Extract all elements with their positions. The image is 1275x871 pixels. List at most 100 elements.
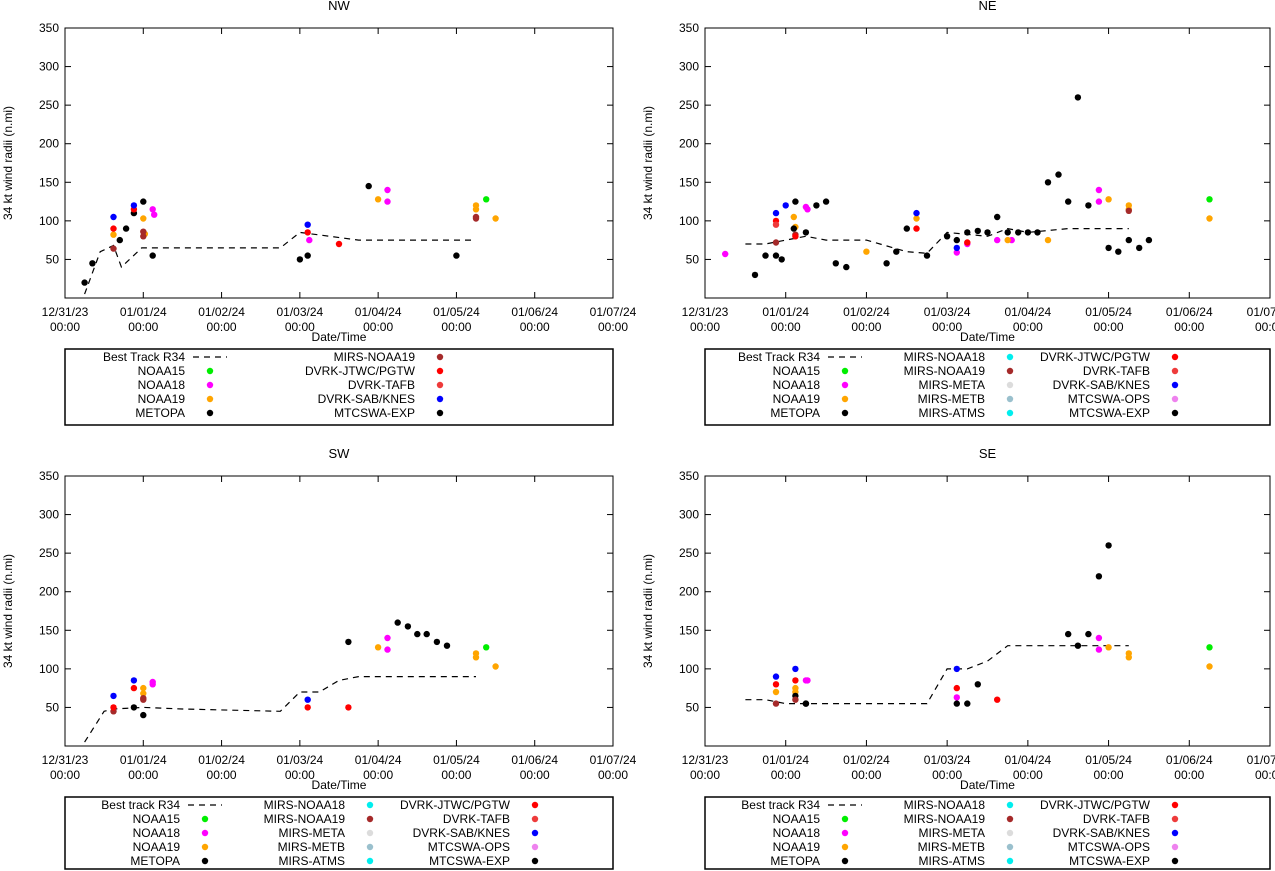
x-tick-time: 00:00 xyxy=(932,768,962,782)
legend-point-swatch xyxy=(201,843,209,851)
data-point xyxy=(472,206,480,213)
y-tick-label: 300 xyxy=(679,508,699,522)
y-tick-label: 250 xyxy=(679,98,699,112)
x-tick-time: 00:00 xyxy=(690,768,720,782)
legend-point-swatch xyxy=(366,857,374,865)
x-tick-date: 01/03/24 xyxy=(924,305,971,319)
series-noaa18 xyxy=(722,186,1103,258)
x-tick-date: 01/05/24 xyxy=(1085,753,1132,767)
legend-point-swatch xyxy=(436,381,444,389)
legend-label: NOAA19 xyxy=(138,392,186,406)
series-dvrk-sab-knes xyxy=(772,202,960,252)
series-mtcswa-exp xyxy=(116,236,124,244)
data-point xyxy=(1055,171,1062,178)
legend-point-swatch xyxy=(531,801,539,809)
x-tick-time: 00:00 xyxy=(207,768,237,782)
series-dvrk-tafb xyxy=(772,221,780,228)
data-point xyxy=(792,665,799,673)
y-axis-label: 34 kt wind radii (n.mi) xyxy=(641,106,655,220)
x-tick-date: 01/04/24 xyxy=(1004,753,1051,767)
best-track-line xyxy=(745,645,1129,705)
data-point xyxy=(1095,634,1103,642)
x-tick-time: 00:00 xyxy=(1255,320,1275,334)
data-point xyxy=(1206,663,1213,670)
data-point xyxy=(1034,229,1041,236)
data-point xyxy=(304,229,311,236)
data-point xyxy=(140,711,147,719)
data-point xyxy=(843,263,850,271)
legend-point-swatch xyxy=(1171,801,1179,809)
data-point xyxy=(110,213,117,221)
legend-point-swatch xyxy=(841,381,849,389)
series-metopa xyxy=(792,542,1112,707)
legend-label: MIRS-METB xyxy=(918,840,985,854)
x-tick-time: 00:00 xyxy=(1013,768,1043,782)
legend-point-swatch xyxy=(1171,829,1179,837)
data-point xyxy=(374,644,382,651)
y-tick-label: 150 xyxy=(679,623,699,637)
legend-label: DVRK-TAFB xyxy=(1083,364,1150,378)
best-track-line xyxy=(84,675,476,743)
legend-label: NOAA18 xyxy=(773,378,821,392)
x-tick-date: 01/06/24 xyxy=(511,753,558,767)
legend-label: MIRS-NOAA18 xyxy=(904,798,986,812)
legend-point-swatch xyxy=(201,857,209,865)
legend-point-swatch xyxy=(841,395,849,403)
y-tick-label: 200 xyxy=(679,585,699,599)
x-tick-date: 12/31/23 xyxy=(42,305,89,319)
data-point xyxy=(130,677,138,684)
data-point xyxy=(790,213,797,221)
data-point xyxy=(782,202,789,209)
series-metopa xyxy=(130,619,451,719)
x-tick-time: 00:00 xyxy=(520,768,550,782)
data-point xyxy=(1115,248,1122,255)
x-tick-date: 01/02/24 xyxy=(198,753,245,767)
data-point xyxy=(149,252,156,259)
legend-point-swatch xyxy=(206,395,214,403)
x-tick-date: 12/31/23 xyxy=(42,753,89,767)
x-tick-time: 00:00 xyxy=(932,320,962,334)
legend-point-swatch xyxy=(206,409,214,417)
data-point xyxy=(1015,229,1022,236)
legend-label: MIRS-ATMS xyxy=(279,854,345,868)
data-point xyxy=(1206,196,1213,203)
x-tick-date: 01/03/24 xyxy=(276,753,323,767)
data-point xyxy=(404,623,412,630)
data-point xyxy=(772,221,780,228)
legend-label: DVRK-TAFB xyxy=(1083,812,1150,826)
data-point xyxy=(953,236,960,244)
x-tick-time: 00:00 xyxy=(1174,320,1204,334)
legend-label: DVRK-SAB/KNES xyxy=(318,392,415,406)
y-tick-label: 50 xyxy=(686,252,700,266)
data-point xyxy=(345,638,352,646)
legend-point-swatch xyxy=(1006,829,1014,837)
data-point xyxy=(1004,236,1011,244)
legend-point-swatch xyxy=(841,857,849,865)
data-point xyxy=(913,225,920,232)
data-point xyxy=(81,279,88,286)
legend-label: MTCSWA-OPS xyxy=(428,840,510,854)
x-tick-time: 00:00 xyxy=(1255,768,1275,782)
data-point xyxy=(130,202,138,209)
data-point xyxy=(492,663,499,670)
x-tick-date: 01/03/24 xyxy=(924,753,971,767)
series-noaa18 xyxy=(149,634,391,688)
y-tick-label: 200 xyxy=(679,137,699,151)
data-point xyxy=(913,209,920,217)
x-axis-label: Date/Time xyxy=(960,778,1015,792)
data-point xyxy=(130,684,138,692)
data-point xyxy=(296,256,304,263)
legend-label: NOAA15 xyxy=(133,812,181,826)
x-tick-date: 01/07/24 xyxy=(1247,753,1275,767)
x-tick-date: 12/31/23 xyxy=(682,753,729,767)
data-point xyxy=(804,206,811,213)
data-point xyxy=(116,236,124,244)
data-point xyxy=(792,696,799,703)
legend-label: METOPA xyxy=(130,854,180,868)
legend-label: METOPA xyxy=(135,406,185,420)
chart-panel-sw: SW 34 kt wind radii (n.mi) Date/Time 50 100 1… xyxy=(1,446,637,870)
series-mirs-noaa19 xyxy=(772,696,799,707)
legend-label: NOAA19 xyxy=(773,840,821,854)
data-point xyxy=(994,213,1001,221)
